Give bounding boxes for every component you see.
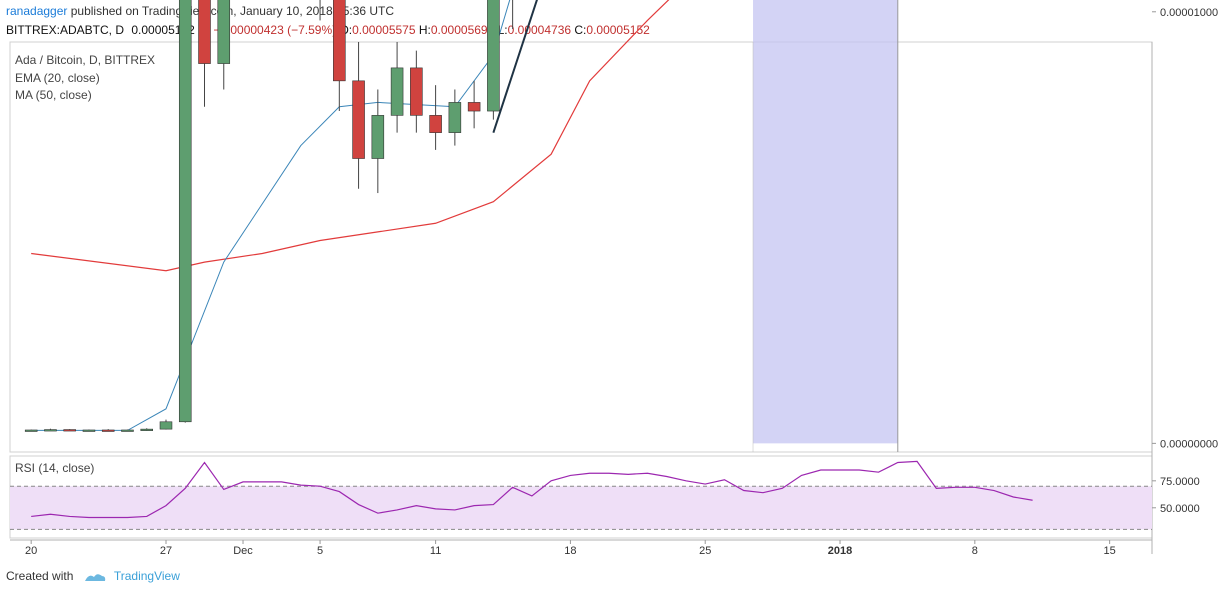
- candle-body[interactable]: [63, 429, 76, 432]
- tradingview-logo-icon: [84, 574, 105, 581]
- x-tick-label: 11: [430, 545, 441, 557]
- grid: [9, 41, 1153, 554]
- ema-legend[interactable]: EMA (20, close): [15, 71, 100, 85]
- price-change: −0.00000423 (−7.59%): [213, 23, 337, 37]
- ma-legend[interactable]: MA (50, close): [15, 88, 92, 102]
- symbol-name: BITTREX:ADABTC, D: [6, 23, 125, 37]
- candle-body[interactable]: [352, 80, 365, 159]
- candle-body[interactable]: [140, 428, 154, 431]
- close-value: 0.00005152: [586, 23, 650, 37]
- candle-body[interactable]: [44, 429, 57, 432]
- fib-zone: [753, 0, 898, 444]
- rsi-tick-label: 75.0000: [1160, 476, 1200, 488]
- candle-body[interactable]: [82, 429, 96, 432]
- x-tick-label: 5: [317, 545, 323, 557]
- x-tick-label: 27: [160, 545, 172, 557]
- y-tick-label: 0.00001000: [1160, 7, 1218, 19]
- open-value: 0.00005575: [352, 23, 416, 37]
- candle-body[interactable]: [371, 115, 385, 159]
- created-with-text: Created with: [6, 569, 74, 583]
- low-label: L:: [497, 23, 508, 37]
- x-tick-label: 25: [699, 545, 711, 557]
- x-tick-label: 15: [1104, 545, 1116, 557]
- close-label: C:: [574, 23, 587, 37]
- ema20-line: [31, 0, 511, 431]
- high-label: H:: [418, 23, 431, 37]
- candle-body[interactable]: [121, 429, 134, 432]
- candle-body[interactable]: [448, 102, 462, 133]
- candle-body[interactable]: [467, 102, 481, 112]
- indicator-lines: [31, 0, 670, 431]
- rsi-line: [31, 460, 1033, 519]
- low-value: 0.00004736: [507, 23, 572, 37]
- pair-legend: Ada / Bitcoin, D, BITTREX: [15, 53, 156, 67]
- author-name[interactable]: ranadagger: [6, 4, 68, 18]
- fibonacci-retracement[interactable]: 0.00%(0.00009180)23.60%(0.00007613)38.20…: [630, 0, 899, 452]
- candle-body[interactable]: [487, 0, 500, 112]
- publish-info: ranadagger published on TradingView.com,…: [6, 4, 394, 18]
- candle-body[interactable]: [333, 0, 346, 82]
- candle-body[interactable]: [178, 0, 192, 423]
- x-tick-label: 18: [564, 545, 576, 557]
- candle-body[interactable]: [24, 429, 38, 432]
- candle-body[interactable]: [159, 421, 173, 430]
- candle-body[interactable]: [429, 115, 442, 133]
- x-tick-label: Dec: [233, 545, 253, 557]
- x-tick-label: 20: [25, 545, 37, 557]
- ma50-line: [31, 0, 670, 272]
- x-tick-label: 8: [972, 545, 978, 557]
- rsi-pane: 75.0000 50.0000: [10, 460, 1200, 530]
- candle-body[interactable]: [390, 67, 404, 116]
- candles[interactable]: [24, 0, 1019, 432]
- candle-body[interactable]: [410, 67, 423, 116]
- tradingview-brand-link[interactable]: TradingView: [113, 569, 180, 583]
- axes: 0.000090000.000080000.000070000.00006000…: [25, 7, 1218, 557]
- candle-body[interactable]: [198, 0, 211, 64]
- high-value: 0.00005699: [430, 23, 495, 37]
- candle-body[interactable]: [217, 0, 231, 64]
- last-price: 0.00005152: [131, 23, 195, 37]
- rsi-band: [10, 486, 1152, 530]
- symbol-bar: BITTREX:ADABTC, D 0.00005152 ▼ −0.000004…: [6, 23, 650, 37]
- x-tick-label: 2018: [828, 545, 852, 557]
- rsi-tick-label: 50.0000: [1160, 503, 1200, 515]
- footer: Created with TradingView: [6, 569, 180, 583]
- rsi-legend[interactable]: RSI (14, close): [15, 461, 95, 475]
- y-tick-label: 0.00000000: [1160, 438, 1218, 450]
- published-text: published on TradingView.com, January 10…: [70, 4, 395, 18]
- candle-body[interactable]: [101, 429, 115, 432]
